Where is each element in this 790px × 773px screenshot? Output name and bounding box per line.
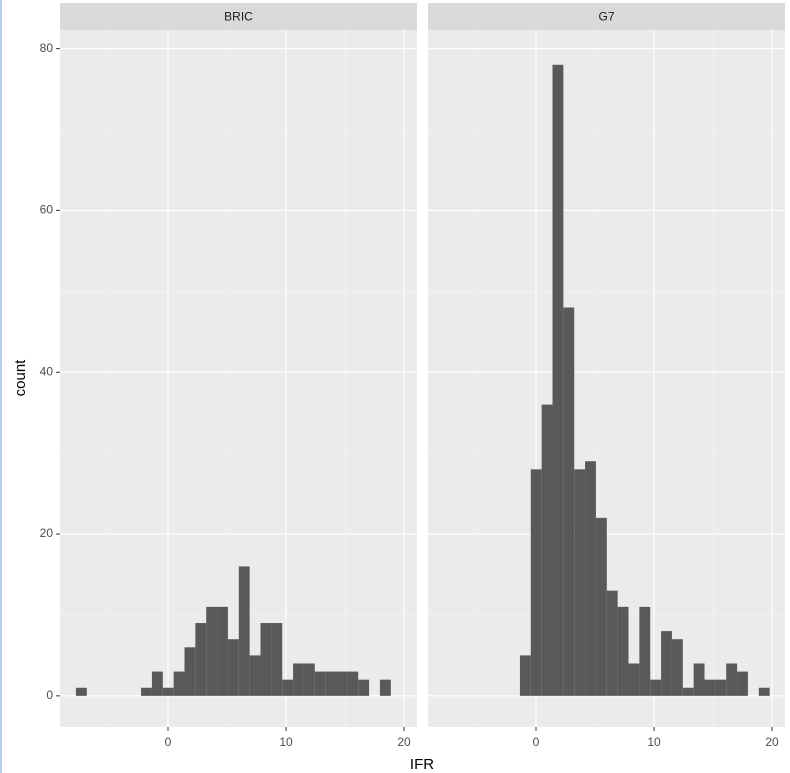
bar [314,671,326,696]
bar [206,606,218,696]
bar [141,687,152,696]
y-tick-label: 0 [46,688,53,702]
bar [325,671,337,696]
bar [162,687,174,696]
window-edge [0,0,2,773]
strip-label: G7 [598,10,614,24]
bar [595,517,607,696]
panel-background [60,30,417,727]
x-tick-label: 20 [765,735,779,749]
bar [282,679,294,696]
bar [715,679,727,696]
y-tick-label: 40 [40,364,54,378]
bar [617,606,629,696]
bar [671,639,683,696]
bar [271,623,283,696]
x-tick-label: 0 [533,735,540,749]
bar [358,679,370,696]
bar [661,631,672,696]
bar [541,404,553,696]
y-axis-title: count [12,359,29,397]
bar [726,663,738,696]
strip-background [60,3,417,30]
y-tick-label: 80 [40,41,54,55]
x-tick-label: 10 [279,735,293,749]
bar [628,663,640,696]
bar [552,64,564,696]
bar [704,679,716,696]
bar [184,647,196,696]
bar [585,461,596,696]
bar [606,590,618,696]
bar [682,687,694,696]
bar [227,639,239,696]
bar [173,671,185,696]
bar [379,679,391,696]
bar [249,655,261,696]
x-axis-title: IFR [410,756,434,773]
y-tick-label: 20 [40,526,54,540]
bar [151,671,163,696]
bar [693,663,705,696]
x-tick-label: 0 [165,735,172,749]
y-tick-label: 60 [40,203,54,217]
bar [530,469,542,696]
bar [737,671,748,696]
bar [238,566,250,696]
bar [75,687,87,696]
bar [336,671,348,696]
bar [195,623,207,696]
bar [217,606,228,696]
bar [639,606,651,696]
strip-label: BRIC [224,10,253,24]
bar [260,623,272,696]
bar [347,671,359,696]
x-tick-label: 20 [397,735,411,749]
bar [519,655,531,696]
bar [758,687,770,696]
bar [303,663,315,696]
bar [293,663,304,696]
bar [574,469,586,696]
bar [563,307,575,696]
bar [650,679,662,696]
x-tick-label: 10 [647,735,661,749]
strip-background [428,3,785,30]
